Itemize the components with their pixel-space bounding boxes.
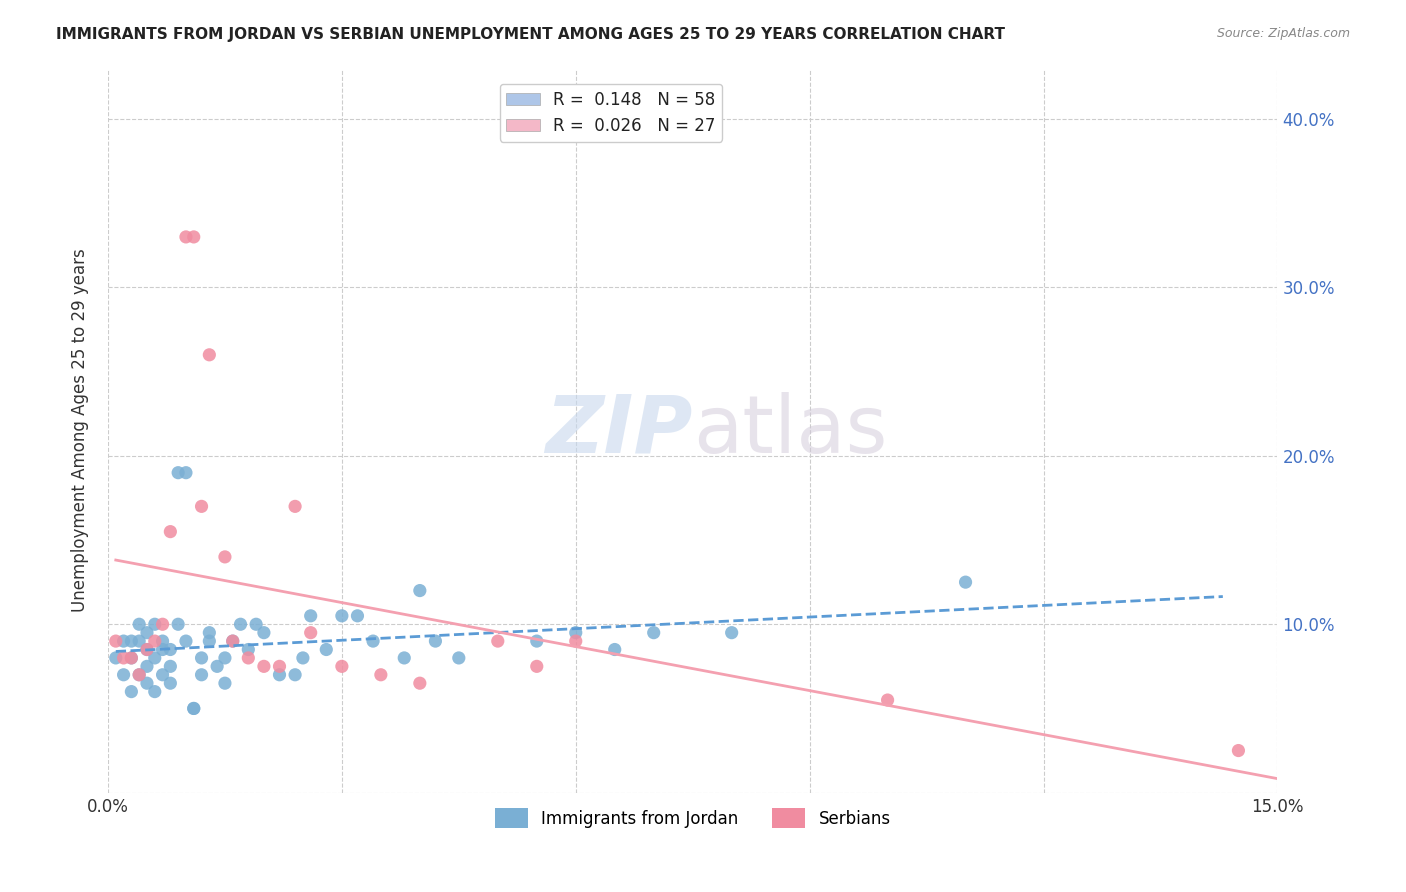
Point (143, 617, 166, 632)
Point (190, 500, 212, 514)
Point (174, 230, 197, 244)
Point (955, 575, 977, 590)
Text: ZIP: ZIP (546, 392, 693, 469)
Point (136, 625, 159, 640)
Point (198, 348, 221, 362)
Text: atlas: atlas (693, 392, 887, 469)
Point (253, 625, 276, 640)
Point (128, 667, 150, 681)
Point (112, 634, 135, 648)
Point (143, 634, 166, 648)
Point (1227, 743, 1250, 757)
Point (143, 651, 166, 665)
Point (174, 634, 197, 648)
Point (876, 693, 898, 707)
Point (128, 667, 150, 681)
Point (159, 659, 181, 673)
Y-axis label: Unemployment Among Ages 25 to 29 years: Unemployment Among Ages 25 to 29 years (72, 249, 89, 613)
Point (104, 634, 127, 648)
Point (136, 659, 159, 673)
Point (346, 608, 368, 623)
Point (104, 651, 127, 665)
Point (238, 642, 260, 657)
Point (183, 230, 205, 244)
Point (564, 625, 586, 640)
Point (152, 617, 174, 632)
Point (222, 634, 245, 648)
Point (143, 684, 166, 698)
Point (205, 659, 228, 673)
Point (120, 651, 142, 665)
Point (167, 466, 190, 480)
Point (136, 642, 159, 657)
Point (152, 642, 174, 657)
Point (370, 667, 392, 681)
Point (394, 651, 416, 665)
Point (330, 659, 353, 673)
Point (526, 659, 548, 673)
Point (486, 634, 509, 648)
Point (159, 524, 181, 539)
Point (643, 625, 665, 640)
Point (128, 617, 150, 632)
Point (120, 651, 142, 665)
Point (183, 701, 205, 715)
Point (425, 634, 447, 648)
Point (720, 625, 742, 640)
Point (112, 651, 135, 665)
Point (409, 676, 432, 690)
Point (214, 676, 236, 690)
Point (284, 667, 307, 681)
Point (564, 634, 586, 648)
Legend: Immigrants from Jordan, Serbians: Immigrants from Jordan, Serbians (488, 801, 897, 835)
Point (447, 651, 470, 665)
Point (315, 642, 337, 657)
Point (284, 500, 307, 514)
Point (198, 634, 221, 648)
Point (603, 642, 626, 657)
Point (120, 684, 142, 698)
Point (245, 617, 267, 632)
Point (222, 634, 245, 648)
Point (269, 659, 291, 673)
Point (330, 608, 353, 623)
Point (128, 634, 150, 648)
Point (214, 651, 236, 665)
Point (112, 667, 135, 681)
Point (159, 642, 181, 657)
Point (253, 659, 276, 673)
Point (361, 634, 384, 648)
Point (198, 625, 221, 640)
Point (183, 701, 205, 715)
Point (269, 667, 291, 681)
Point (120, 634, 142, 648)
Point (152, 634, 174, 648)
Point (526, 634, 548, 648)
Point (136, 676, 159, 690)
Point (409, 583, 432, 598)
Text: Source: ZipAtlas.com: Source: ZipAtlas.com (1216, 27, 1350, 40)
Point (136, 642, 159, 657)
Point (291, 651, 314, 665)
Point (229, 617, 252, 632)
Point (190, 667, 212, 681)
Point (174, 466, 197, 480)
Point (190, 651, 212, 665)
Point (299, 608, 322, 623)
Point (167, 617, 190, 632)
Point (214, 549, 236, 564)
Point (238, 651, 260, 665)
Point (159, 676, 181, 690)
Text: IMMIGRANTS FROM JORDAN VS SERBIAN UNEMPLOYMENT AMONG AGES 25 TO 29 YEARS CORRELA: IMMIGRANTS FROM JORDAN VS SERBIAN UNEMPL… (56, 27, 1005, 42)
Point (152, 667, 174, 681)
Point (299, 625, 322, 640)
